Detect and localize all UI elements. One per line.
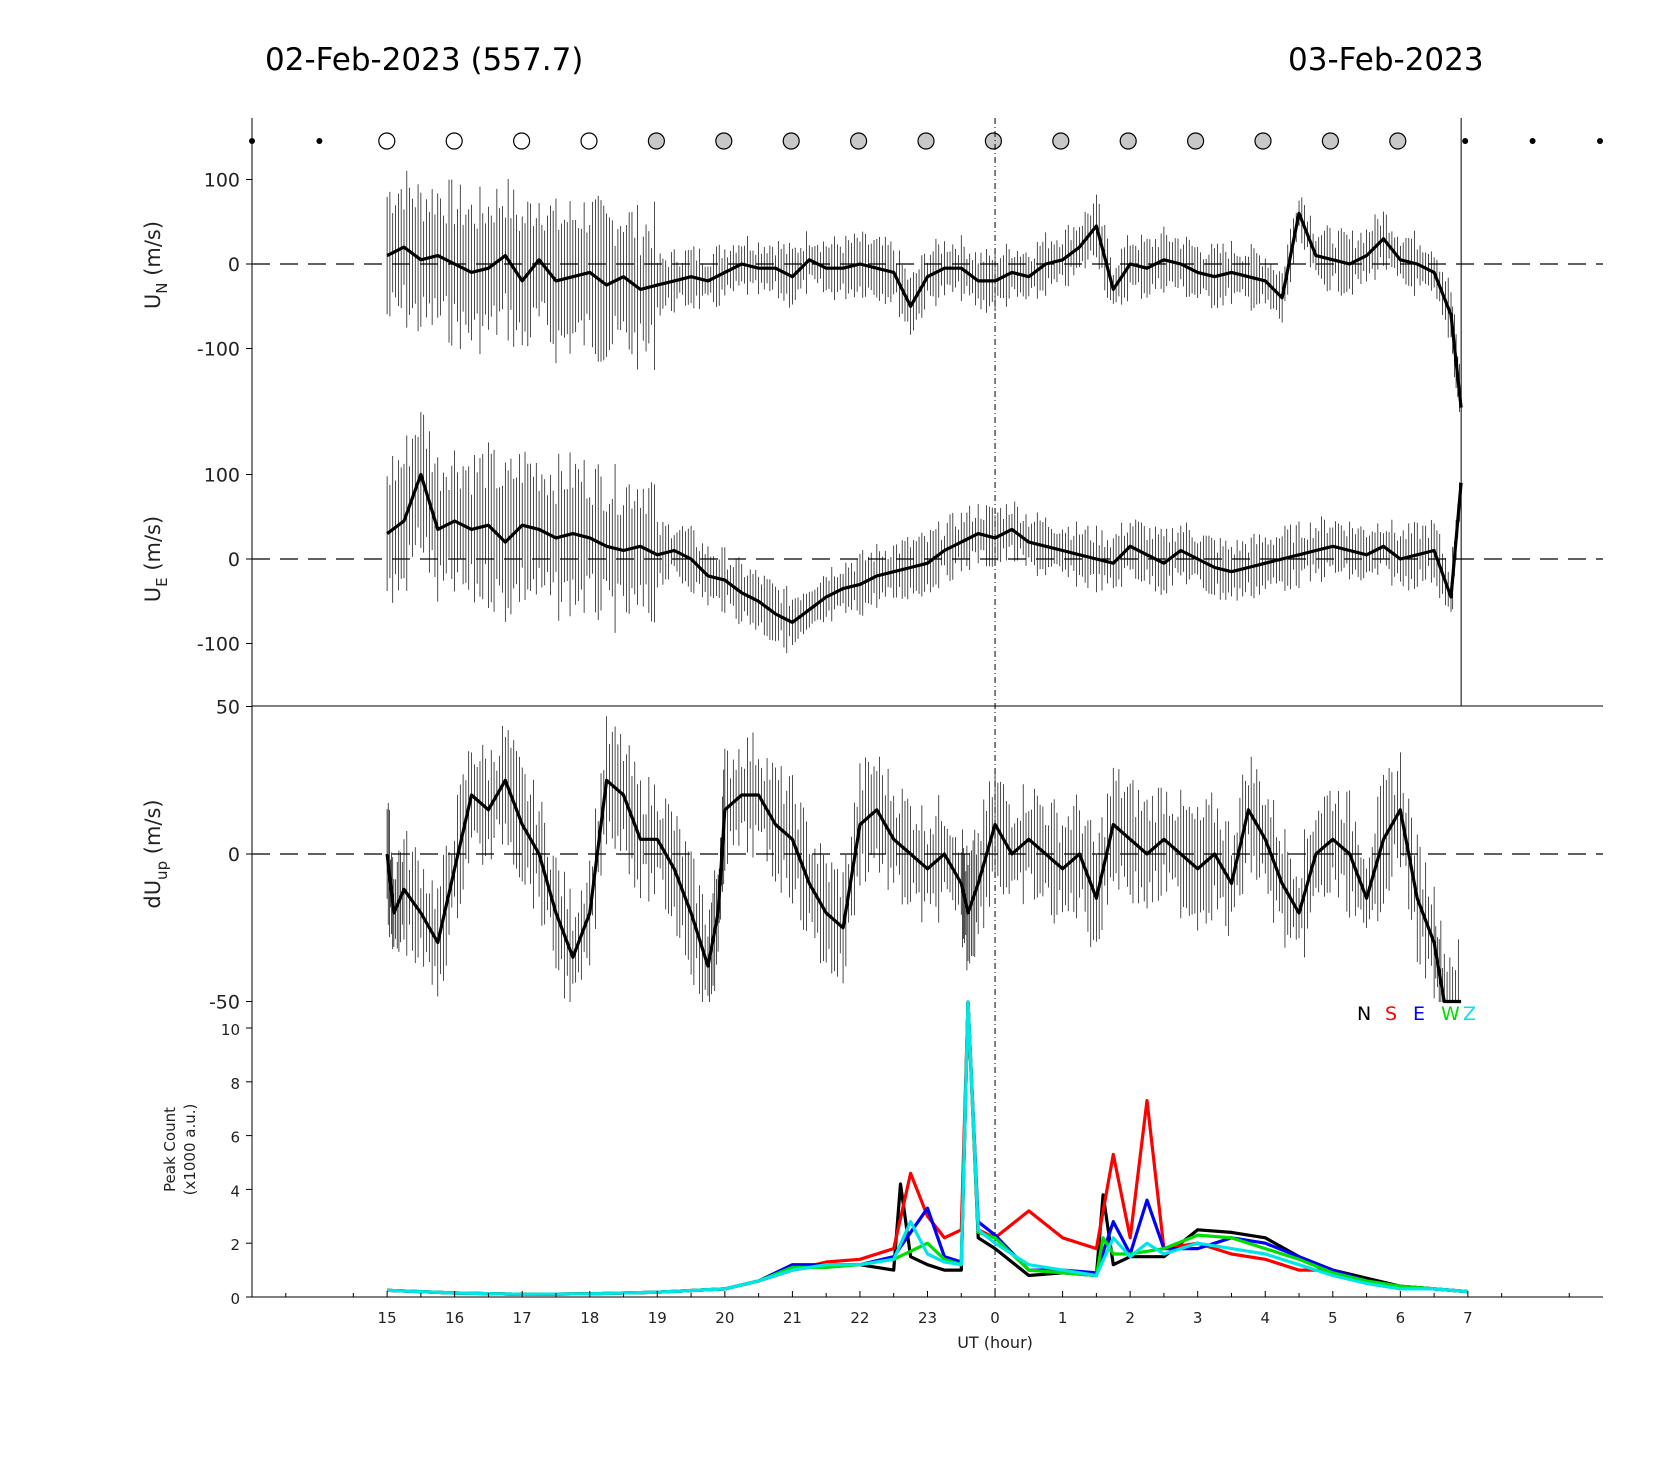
- x-tick-label: 16: [445, 1309, 464, 1327]
- moon-phase-marker: [378, 132, 396, 150]
- legend-entry-Z: Z: [1463, 1003, 1476, 1025]
- y-tick-label: 100: [204, 465, 240, 487]
- moon-phase-marker: [445, 132, 463, 150]
- x-tick-label: 23: [918, 1309, 937, 1327]
- y-tick-label: 0: [228, 254, 240, 276]
- y-tick-label: 0: [228, 549, 240, 571]
- moon-phase-marker: [917, 132, 935, 150]
- moon-phase-marker: [782, 132, 800, 150]
- legend-entry-S: S: [1385, 1003, 1397, 1025]
- moon-phase-dot: [1462, 138, 1469, 144]
- y-tick-label: -100: [197, 339, 240, 361]
- x-tick-label: 5: [1328, 1309, 1338, 1327]
- moon-phase-marker: [1052, 132, 1070, 150]
- y-tick-label: -100: [197, 634, 240, 656]
- moon-phase-marker: [1254, 132, 1272, 150]
- wind-series-line: [385, 778, 1462, 1004]
- moon-phase-marker: [1321, 132, 1340, 150]
- y-axis-label: dUup (m/s): [141, 799, 171, 908]
- peak-count-line-W: [387, 1000, 1469, 1296]
- moon-phase-marker: [512, 132, 531, 150]
- moon-phase-marker: [715, 132, 733, 150]
- y-tick-label: 8: [230, 1075, 240, 1093]
- date-title-left: 02-Feb-2023 (557.7): [265, 42, 584, 78]
- x-tick-label: 3: [1193, 1309, 1203, 1327]
- y-axis-label: Peak Count: [161, 1107, 179, 1192]
- moon-phase-dot: [1597, 138, 1603, 144]
- wind-series-line: [386, 472, 1463, 625]
- x-tick-label: 2: [1125, 1309, 1135, 1327]
- x-tick-label: 21: [783, 1309, 802, 1327]
- y-axis-unit: (x1000 a.u.): [181, 1104, 199, 1196]
- moon-phase-marker: [984, 132, 1003, 150]
- peak-count-line-E: [387, 1000, 1469, 1296]
- x-tick-label: 18: [580, 1309, 599, 1327]
- y-tick-label: 2: [230, 1236, 240, 1254]
- peak-count-line-Z: [387, 1000, 1469, 1296]
- x-tick-label: 17: [513, 1309, 532, 1327]
- x-tick-label: 6: [1396, 1309, 1406, 1327]
- moon-phase-marker: [1186, 132, 1205, 150]
- moon-phase-marker: [1119, 132, 1137, 150]
- peak-count-line-N: [387, 1000, 1469, 1296]
- y-tick-label: 0: [230, 1290, 240, 1308]
- date-title-right: 03-Feb-2023: [1288, 42, 1484, 78]
- moon-phase-marker: [580, 132, 598, 150]
- moon-phase-marker: [849, 132, 868, 150]
- y-tick-label: -50: [209, 992, 240, 1014]
- x-tick-label: 0: [990, 1309, 1000, 1327]
- legend-entry-N: N: [1357, 1003, 1371, 1025]
- y-axis-label: UN (m/s): [141, 221, 171, 309]
- x-tick-label: 19: [648, 1309, 667, 1327]
- y-tick-label: 10: [221, 1021, 240, 1039]
- peak-count-line-S: [387, 1000, 1469, 1296]
- x-tick-label: 15: [378, 1309, 397, 1327]
- moon-phase-dot: [316, 138, 323, 144]
- moon-phase-marker: [1389, 132, 1407, 150]
- legend-entry-E: E: [1413, 1003, 1425, 1025]
- x-tick-label: 1: [1058, 1309, 1068, 1327]
- moon-phase-marker: [647, 132, 666, 150]
- y-axis-label: UE (m/s): [141, 516, 171, 602]
- legend-entry-W: W: [1441, 1003, 1460, 1025]
- x-tick-label: 4: [1260, 1309, 1270, 1327]
- y-tick-label: 0: [228, 844, 240, 866]
- y-tick-label: 4: [230, 1182, 240, 1200]
- wind-series-line: [386, 211, 1463, 408]
- y-tick-label: 50: [216, 697, 240, 719]
- x-tick-label: 22: [850, 1309, 869, 1327]
- x-axis-label: UT (hour): [957, 1333, 1033, 1352]
- x-tick-label: 7: [1463, 1309, 1473, 1327]
- y-tick-label: 6: [230, 1129, 240, 1147]
- x-tick-label: 20: [715, 1309, 734, 1327]
- y-tick-label: 100: [204, 170, 240, 192]
- moon-phase-dot: [1529, 138, 1536, 144]
